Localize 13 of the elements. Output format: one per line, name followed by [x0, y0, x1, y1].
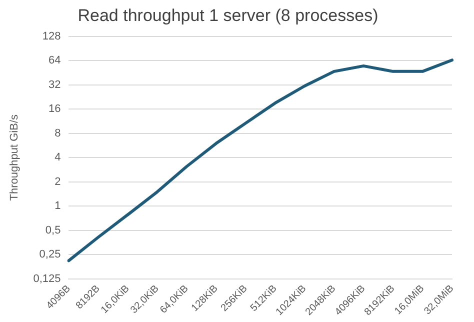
y-tick-label: 0,5: [45, 224, 61, 236]
y-tick-label: 0,125: [33, 272, 61, 285]
chart-title: Read throughput 1 server (8 processes): [78, 6, 378, 25]
y-tick-label: 32: [48, 78, 61, 91]
y-tick-label: 128: [42, 30, 61, 42]
y-tick-label: 4: [54, 152, 61, 164]
y-tick-label: 0,25: [39, 248, 61, 261]
y-tick-label: 8: [54, 127, 61, 140]
y-tick-label: 64: [48, 54, 61, 67]
y-axis-title: Throughput GiB/s: [8, 114, 21, 201]
y-tick-label: 16: [48, 103, 61, 116]
y-tick-label: 2: [54, 176, 61, 188]
y-tick-label: 1: [54, 200, 61, 212]
